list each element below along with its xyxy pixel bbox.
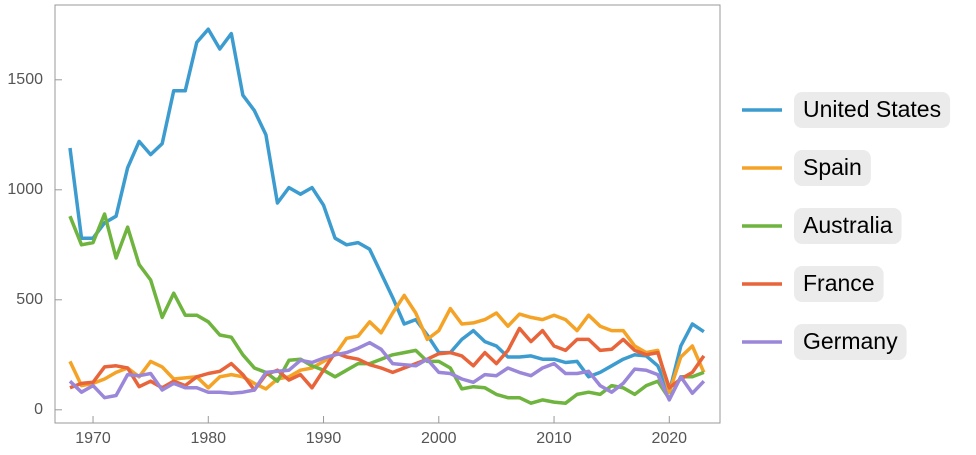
x-tick-label: 1980 xyxy=(190,430,226,447)
series-line xyxy=(68,293,706,394)
legend-label: Germany xyxy=(803,328,898,354)
legend-label: Australia xyxy=(803,212,893,238)
x-tick-label: 2010 xyxy=(536,430,572,447)
legend-label-box xyxy=(794,92,951,128)
x-tick-label: 1990 xyxy=(306,430,342,447)
y-tick-label: 1000 xyxy=(7,181,43,198)
legend-label-box xyxy=(794,324,907,360)
series-line xyxy=(68,27,705,394)
series-line xyxy=(68,340,706,402)
series-line xyxy=(69,326,706,392)
legend-label: United States xyxy=(803,96,941,122)
x-tick-label: 1970 xyxy=(75,430,111,447)
y-tick-label: 500 xyxy=(16,291,43,308)
y-tick-label: 0 xyxy=(34,401,43,418)
y-tick-label: 1500 xyxy=(7,71,43,88)
legend-label-box xyxy=(794,150,871,186)
series-line xyxy=(68,212,705,405)
x-tick-label: 2000 xyxy=(421,430,457,447)
legend-label: France xyxy=(803,270,875,296)
legend-label-box xyxy=(794,208,902,244)
x-tick-label: 2020 xyxy=(651,430,687,447)
plot-frame xyxy=(54,4,721,424)
legend-label: Spain xyxy=(803,154,862,180)
legend-label-box xyxy=(794,266,884,302)
